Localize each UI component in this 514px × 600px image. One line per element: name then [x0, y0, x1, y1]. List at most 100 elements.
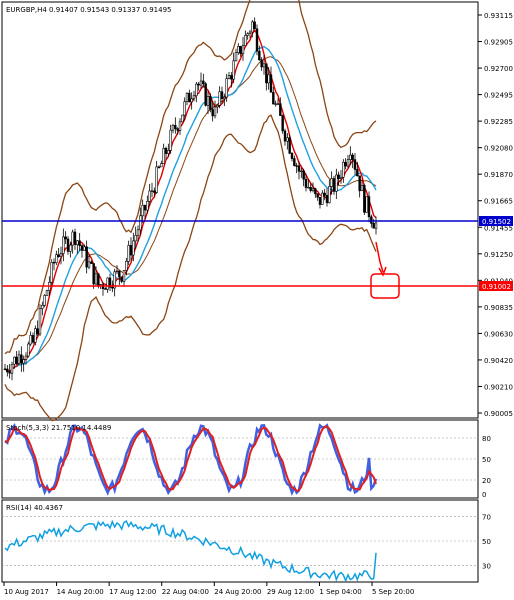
- candle-body: [62, 236, 65, 254]
- candle-body: [178, 121, 182, 131]
- candle-body: [104, 288, 107, 290]
- rsi-levels: 70 50 30: [2, 513, 491, 571]
- candle-body: [356, 169, 359, 177]
- candle-body: [197, 83, 200, 86]
- price-tick-label: 0.90630: [484, 330, 513, 338]
- candle-body: [227, 75, 231, 79]
- candle-body: [260, 59, 263, 68]
- bollinger-bands: [4, 0, 377, 422]
- candle-body: [283, 130, 287, 142]
- candle-body: [106, 277, 109, 290]
- candle-body: [248, 31, 252, 34]
- candle-body: [223, 96, 226, 99]
- candle-body: [209, 96, 212, 110]
- time-tick-label: 29 Aug 12:00: [267, 588, 314, 596]
- price-tick-label: 0.90005: [484, 410, 513, 418]
- candle-body: [134, 235, 137, 242]
- candle-body: [211, 109, 214, 117]
- candle-body: [127, 245, 130, 262]
- time-tick-label: 5 Sep 20:00: [372, 588, 414, 596]
- candle-body: [328, 186, 331, 204]
- candle-body: [8, 371, 11, 374]
- candle-body: [43, 295, 46, 306]
- time-axis: 10 Aug 2017 14 Aug 20:00 17 Aug 12:00 22 Au…: [3, 582, 414, 596]
- candle-body: [69, 244, 72, 252]
- time-tick-label: 10 Aug 2017: [4, 588, 49, 596]
- candle-body: [220, 91, 224, 99]
- candle-body: [365, 196, 368, 213]
- stoch-level-label: 50: [482, 456, 491, 464]
- candle-body: [206, 96, 210, 106]
- candle-body: [230, 75, 233, 80]
- candle-body: [281, 115, 284, 132]
- blue-price-label: 0.91502: [482, 218, 511, 226]
- candle-body: [66, 238, 70, 252]
- candle-body: [150, 190, 154, 192]
- candle-body: [15, 356, 18, 364]
- time-tick-label: 14 Aug 20:00: [57, 588, 104, 596]
- candle-body: [13, 356, 16, 365]
- candle-body: [293, 158, 296, 166]
- candle-body: [38, 308, 42, 335]
- candle-body: [83, 246, 86, 251]
- stoch-header: Stoch(5,3,3) 21.7510 14.4489: [6, 424, 111, 432]
- candle-body: [279, 103, 282, 116]
- price-tick-label: 0.90420: [484, 357, 513, 365]
- candle-body: [73, 231, 77, 245]
- candle-body: [218, 91, 221, 106]
- candle-body: [325, 195, 329, 204]
- blue-price-tag: [479, 216, 513, 226]
- candle-body: [300, 170, 303, 173]
- candle-body: [344, 161, 347, 167]
- candle-body: [316, 193, 319, 198]
- candle-body: [27, 343, 30, 357]
- candle-body: [185, 92, 189, 102]
- main-header: EURGBP,H4 0.91407 0.91543 0.91337 0.9149…: [6, 6, 172, 14]
- candle-body: [169, 129, 172, 151]
- candle-body: [246, 33, 249, 36]
- candle-body: [10, 363, 14, 374]
- price-tick-label: 0.92285: [484, 118, 513, 126]
- candle-body: [29, 335, 32, 345]
- candle-body: [374, 222, 378, 229]
- candle-body: [122, 270, 126, 282]
- rsi-header: RSI(14) 40.4367: [6, 504, 63, 512]
- forecast-arrowhead: [378, 266, 387, 277]
- time-tick-label: 24 Aug 20:00: [214, 588, 261, 596]
- target-box[interactable]: [370, 273, 400, 299]
- stoch-k-line: [4, 423, 378, 497]
- candle-body: [71, 231, 74, 246]
- stoch-level-label: 80: [482, 435, 491, 443]
- rsi-level-label: 50: [482, 538, 491, 546]
- candle-body: [323, 192, 326, 196]
- candle-body: [164, 147, 168, 154]
- candle-body: [57, 254, 60, 257]
- candle-body: [155, 166, 158, 193]
- candle-body: [181, 114, 184, 123]
- candle-body: [20, 354, 23, 364]
- candle-body: [274, 103, 277, 105]
- candle-body: [244, 35, 247, 46]
- candle-body: [85, 246, 88, 268]
- candle-body: [87, 261, 91, 268]
- candle-body: [295, 165, 298, 167]
- bollinger-lower: [4, 114, 377, 422]
- candle-body: [52, 261, 56, 264]
- price-tick-label: 0.90835: [484, 304, 513, 312]
- red-price-tag: [479, 281, 513, 291]
- candle-body: [234, 52, 238, 62]
- time-tick-label: 1 Sep 04:00: [319, 588, 361, 596]
- stoch-level-label: 0: [482, 491, 486, 499]
- ma-slow-line: [4, 45, 377, 373]
- price-tick-label: 0.90210: [484, 383, 513, 391]
- stoch-d-line: [4, 425, 377, 493]
- candle-body: [24, 355, 28, 360]
- candle-body: [160, 163, 163, 168]
- rsi-line: [4, 519, 377, 583]
- candle-body: [258, 50, 261, 61]
- candle-body: [183, 101, 186, 116]
- candle-body: [120, 276, 123, 282]
- candle-body: [330, 178, 333, 187]
- candle-body: [3, 368, 7, 370]
